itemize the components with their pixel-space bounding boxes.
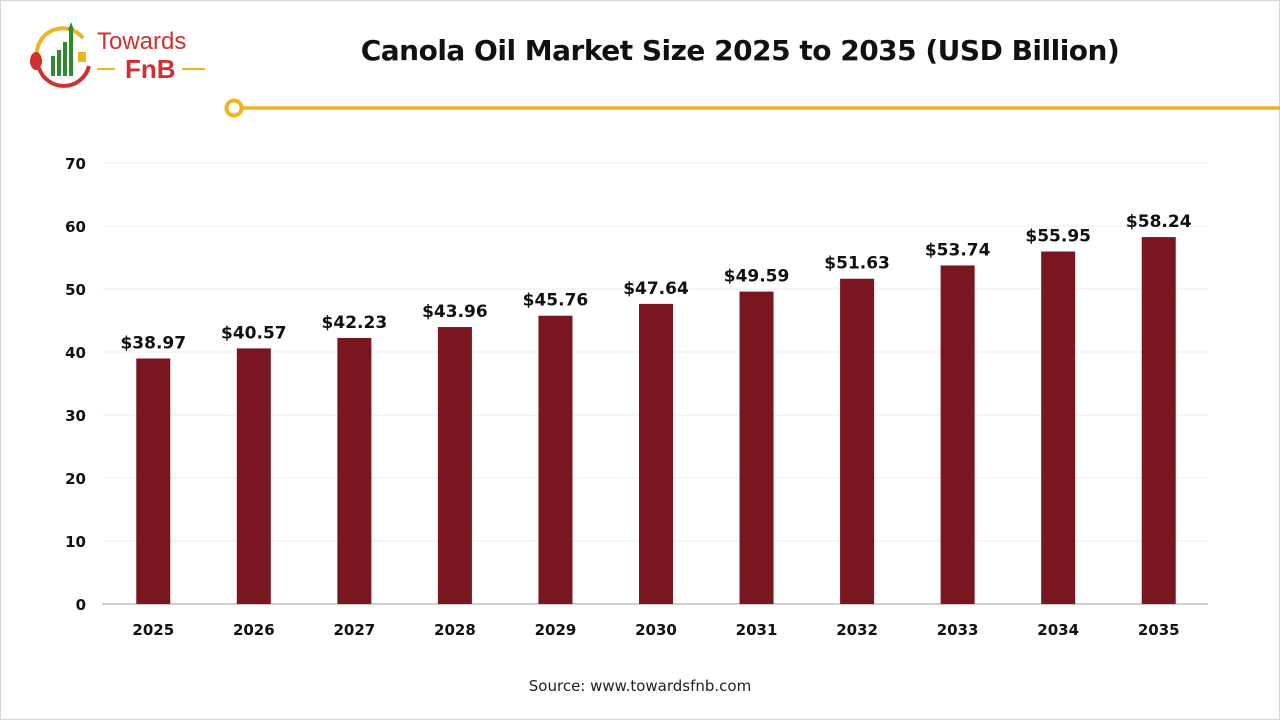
data-label: $38.97 (120, 333, 186, 353)
bar (739, 291, 774, 604)
data-label: $58.24 (1126, 212, 1192, 232)
bar (1041, 251, 1076, 604)
y-tick-label: 30 (65, 407, 86, 425)
x-tick-label: 2029 (535, 621, 577, 639)
logo-graphic: Towards FnB (30, 22, 205, 88)
x-tick-label: 2032 (836, 621, 878, 639)
bar (337, 337, 372, 604)
data-label: $47.64 (623, 279, 689, 299)
accent-dot (224, 98, 244, 118)
bar (840, 278, 875, 604)
x-tick-label: 2025 (132, 621, 174, 639)
bar (136, 358, 171, 604)
data-label: $53.74 (925, 240, 991, 260)
data-label: $45.76 (523, 291, 589, 311)
y-tick-label: 0 (76, 596, 86, 614)
x-tick-label: 2035 (1138, 621, 1180, 639)
data-label: $51.63 (824, 254, 890, 274)
x-tick-label: 2027 (333, 621, 375, 639)
svg-text:FnB: FnB (125, 54, 176, 84)
y-tick-label: 40 (65, 344, 86, 362)
y-tick-label: 60 (65, 218, 86, 236)
x-tick-label: 2031 (736, 621, 778, 639)
towards-fnb-logo: Towards FnB (25, 18, 215, 88)
x-tick-label: 2033 (937, 621, 979, 639)
bar (437, 327, 472, 604)
svg-text:Towards: Towards (97, 28, 186, 55)
data-label: $42.23 (322, 313, 388, 333)
y-tick-label: 20 (65, 470, 86, 488)
bar (538, 315, 573, 604)
x-tick-label: 2028 (434, 621, 476, 639)
bar (940, 265, 975, 604)
bar (236, 348, 271, 604)
data-label: $40.57 (221, 323, 287, 343)
bar (639, 303, 673, 604)
bar (1141, 237, 1176, 604)
chart-title: Canola Oil Market Size 2025 to 2035 (USD… (360, 34, 1120, 67)
data-label: $49.59 (724, 267, 790, 287)
y-tick-label: 70 (65, 155, 86, 173)
data-label: $55.95 (1025, 227, 1091, 247)
x-tick-label: 2026 (233, 621, 275, 639)
x-tick-label: 2034 (1037, 621, 1079, 639)
data-label: $43.96 (422, 302, 488, 322)
source-note: Source: www.towardsfnb.com (528, 677, 752, 695)
x-tick-label: 2030 (635, 621, 677, 639)
y-tick-label: 10 (65, 533, 86, 551)
y-tick-label: 50 (65, 281, 86, 299)
